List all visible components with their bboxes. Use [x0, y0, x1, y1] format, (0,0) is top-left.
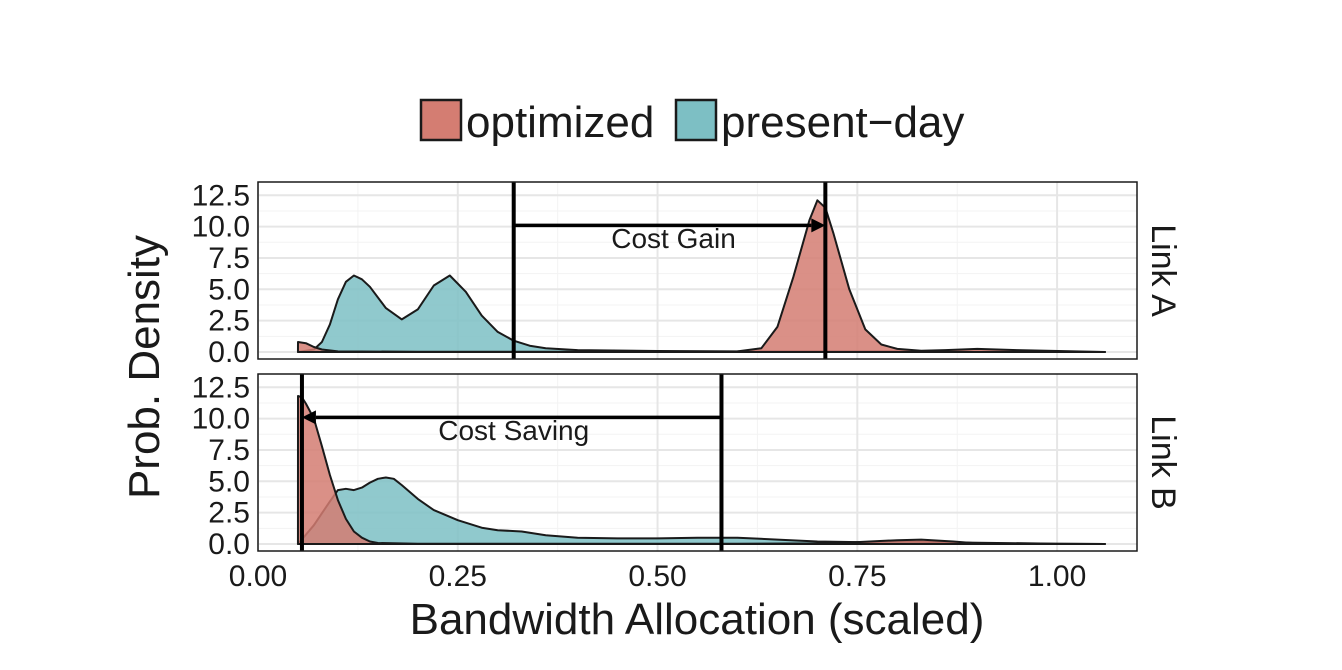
- legend-swatch-present-day: [674, 98, 718, 142]
- x-tick-label: 0.50: [628, 560, 686, 593]
- x-tick-label: 1.00: [1028, 560, 1086, 593]
- y-tick-label: 12.5: [192, 371, 250, 404]
- x-axis-label: Bandwidth Allocation (scaled): [410, 595, 985, 644]
- y-tick-label: 0.0: [208, 336, 250, 369]
- y-tick-label: 7.5: [208, 434, 250, 467]
- y-tick-label: 12.5: [192, 179, 250, 212]
- y-tick-label: 2.5: [208, 497, 250, 530]
- y-tick-label: 10.0: [192, 403, 250, 436]
- legend-swatch-optimized: [419, 98, 463, 142]
- y-tick-label: 7.5: [208, 242, 250, 275]
- annotation-cost-saving: Cost Saving: [438, 415, 589, 446]
- legend-label-present-day: present−day: [721, 98, 964, 147]
- arrow-head: [301, 410, 316, 425]
- arrow-head: [811, 218, 826, 233]
- strip-label-link-a: Link A: [1144, 224, 1182, 317]
- y-tick-label: 10.0: [192, 211, 250, 244]
- legend: optimized present−day: [419, 98, 964, 147]
- panel-link-a: Cost Gain 0.02.55.07.510.012.5 Link A: [192, 179, 1182, 369]
- y-tick-label: 5.0: [208, 273, 250, 306]
- y-tick-label: 2.5: [208, 305, 250, 338]
- x-tick-label: 0.75: [828, 560, 886, 593]
- panel-link-b: Cost Saving 0.02.55.07.510.012.5 Link B: [192, 371, 1182, 561]
- x-tick-label: 0.25: [429, 560, 487, 593]
- legend-label-optimized: optimized: [466, 98, 654, 147]
- annotation-cost-gain: Cost Gain: [611, 223, 736, 254]
- panel-border: [257, 181, 1138, 360]
- y-tick-label: 0.0: [208, 528, 250, 561]
- panel-border: [257, 373, 1138, 552]
- y-tick-label: 5.0: [208, 465, 250, 498]
- strip-label-link-b: Link B: [1144, 415, 1182, 510]
- x-tick-label: 0.00: [229, 560, 287, 593]
- y-axis-label: Prob. Density: [120, 235, 169, 499]
- density-area-optimized: [296, 199, 1107, 353]
- x-axis-ticks: 0.00 0.25 0.50 0.75 1.00: [229, 560, 1086, 593]
